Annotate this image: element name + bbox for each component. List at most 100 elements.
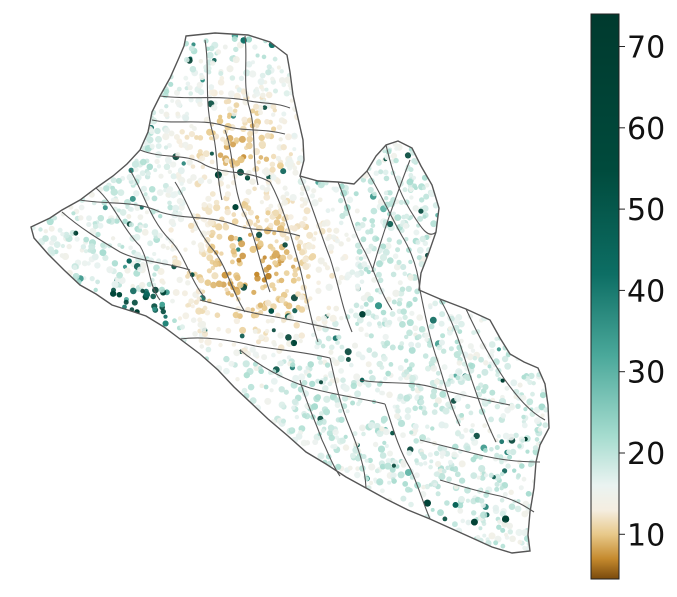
data-point <box>540 392 547 399</box>
data-point <box>433 482 438 487</box>
data-point <box>134 205 141 212</box>
data-point <box>271 112 276 117</box>
data-point <box>280 194 287 201</box>
data-point <box>404 358 409 363</box>
data-point <box>415 239 421 245</box>
data-point <box>298 373 306 381</box>
data-point <box>124 267 131 274</box>
data-point <box>387 450 393 457</box>
data-point <box>285 289 289 293</box>
data-point <box>238 135 246 143</box>
data-point <box>510 379 518 387</box>
data-point <box>123 299 129 305</box>
data-point <box>188 45 195 52</box>
data-point <box>455 375 461 381</box>
data-point <box>441 348 447 354</box>
data-point <box>293 333 300 341</box>
data-point <box>469 428 475 434</box>
data-point <box>257 240 264 246</box>
data-point <box>311 199 319 207</box>
data-point <box>465 519 472 526</box>
data-point <box>281 199 288 206</box>
data-point <box>271 352 276 358</box>
data-point <box>72 273 80 280</box>
data-point <box>269 317 275 324</box>
data-point <box>289 98 295 103</box>
data-point <box>106 266 114 274</box>
data-point <box>373 170 379 176</box>
data-point <box>433 450 440 457</box>
data-point <box>275 178 281 184</box>
data-point <box>297 365 303 371</box>
data-point <box>272 56 278 62</box>
data-point <box>408 346 416 354</box>
data-point <box>190 304 195 309</box>
data-point <box>195 307 203 315</box>
data-point <box>389 311 396 317</box>
data-point <box>305 186 310 191</box>
data-point <box>243 69 251 77</box>
data-point <box>334 397 341 404</box>
data-point <box>309 253 317 260</box>
data-point <box>403 394 411 402</box>
data-point <box>309 380 316 388</box>
data-point <box>206 230 211 236</box>
data-point <box>182 290 188 297</box>
data-point <box>513 394 518 399</box>
data-point <box>233 102 240 108</box>
data-point <box>154 158 160 165</box>
data-point <box>397 419 406 427</box>
data-point <box>458 320 465 328</box>
data-point <box>209 191 216 197</box>
data-point <box>182 114 190 122</box>
colorbar: 10 20 30 40 50 60 70 <box>590 13 665 580</box>
data-point <box>170 298 175 304</box>
data-point <box>324 362 331 368</box>
data-point <box>50 250 56 255</box>
data-point <box>285 133 292 141</box>
data-point <box>264 299 272 307</box>
data-point <box>198 338 204 344</box>
data-point <box>456 360 463 366</box>
data-point <box>177 216 184 223</box>
colorbar-tick-label: 50 <box>627 193 665 228</box>
data-point <box>190 174 197 181</box>
data-point <box>193 299 199 305</box>
data-point <box>455 471 461 478</box>
data-point <box>162 133 170 141</box>
data-point <box>254 271 260 277</box>
data-point <box>371 351 378 358</box>
data-point <box>198 277 205 284</box>
data-point <box>508 489 514 495</box>
data-point <box>249 397 257 404</box>
data-point <box>350 452 356 459</box>
data-point <box>316 280 321 286</box>
data-point <box>442 407 450 415</box>
data-point <box>396 259 402 265</box>
data-point <box>404 334 409 340</box>
data-point <box>455 430 461 437</box>
data-point <box>528 462 533 468</box>
data-point <box>152 306 158 312</box>
data-point <box>224 208 231 216</box>
data-point <box>520 438 525 443</box>
data-point <box>360 236 367 243</box>
data-point <box>290 362 296 368</box>
data-point <box>295 291 301 297</box>
data-point <box>230 259 235 265</box>
data-point <box>110 177 117 184</box>
data-point <box>330 444 335 449</box>
data-point <box>270 76 275 82</box>
data-point <box>347 465 353 471</box>
data-point <box>472 356 478 361</box>
data-point <box>380 390 386 396</box>
data-point <box>170 191 177 199</box>
data-point <box>423 461 428 466</box>
data-point <box>222 224 230 231</box>
data-point <box>542 422 549 428</box>
data-point <box>369 218 376 224</box>
data-point <box>428 464 433 470</box>
data-point <box>289 194 297 202</box>
data-point <box>526 398 534 406</box>
